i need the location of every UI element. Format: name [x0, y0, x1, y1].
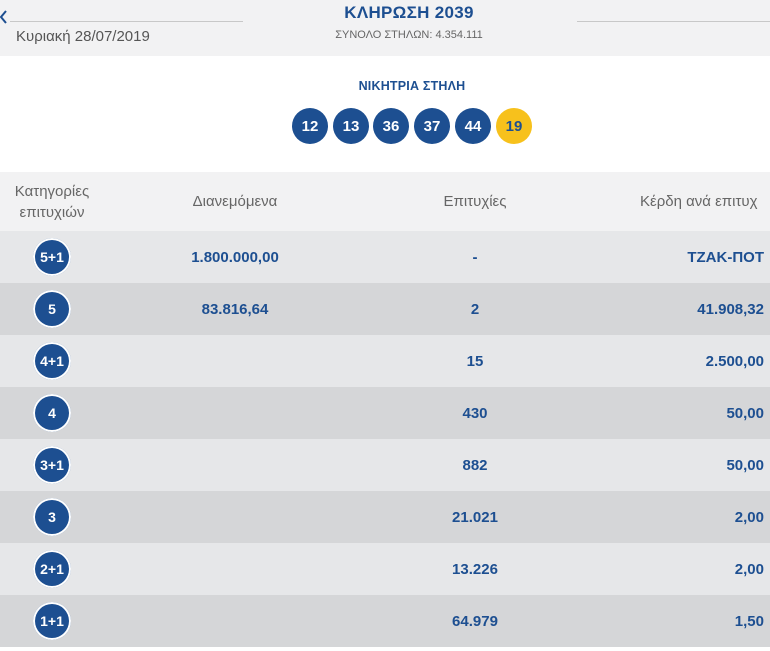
- category-badge: 4+1: [33, 342, 71, 380]
- header-winners: Επιτυχίες: [443, 193, 507, 210]
- winners-cell: 21.021: [452, 508, 498, 526]
- prize-cell: 1,50: [734, 612, 764, 630]
- header-divider-left: [10, 21, 243, 22]
- category-badge: 5+1: [33, 238, 71, 276]
- prize-cell: 50,00: [726, 456, 764, 474]
- prize-cell: 2,00: [734, 508, 764, 526]
- table-row: 5 83.816,64 2 41.908,32: [0, 283, 770, 335]
- winners-cell: 13.226: [452, 560, 498, 578]
- draw-date: Κυριακή 28/07/2019: [16, 28, 150, 45]
- category-badge: 3: [33, 498, 71, 536]
- winning-number-ball: 12: [292, 108, 328, 144]
- draw-header: Κυριακή 28/07/2019 ΚΛΗΡΩΣΗ 2039 ΣΥΝΟΛΟ Σ…: [0, 0, 770, 56]
- table-row: 4 430 50,00: [0, 387, 770, 439]
- prize-cell: ΤΖΑΚ-ΠΟΤ: [687, 248, 764, 266]
- winning-column-label: ΝΙΚΗΤΡΙΑ ΣΤΗΛΗ: [358, 79, 466, 93]
- prize-cell: 41.908,32: [697, 300, 764, 318]
- winning-number-ball: 36: [373, 108, 409, 144]
- table-row: 1+1 64.979 1,50: [0, 595, 770, 647]
- draw-title: ΚΛΗΡΩΣΗ 2039: [344, 3, 474, 22]
- distributed-cell: [165, 335, 305, 387]
- category-badge: 1+1: [33, 602, 71, 640]
- winners-cell: 2: [470, 300, 480, 318]
- joker-number-ball: 19: [496, 108, 532, 144]
- header-category: Κατηγορίες επιτυχιών: [14, 182, 90, 221]
- table-row: 3 21.021 2,00: [0, 491, 770, 543]
- prize-cell: 2,00: [734, 560, 764, 578]
- table-row: 5+1 1.800.000,00 - ΤΖΑΚ-ΠΟΤ: [0, 231, 770, 283]
- header-divider-right: [577, 21, 770, 22]
- winners-cell: 15: [466, 352, 484, 370]
- header-prize: Κέρδη ανά επιτυχ: [640, 193, 758, 210]
- category-badge: 5: [33, 290, 71, 328]
- distributed-cell: 83.816,64: [201, 300, 269, 318]
- winners-cell: 430: [462, 404, 488, 422]
- total-columns: ΣΥΝΟΛΟ ΣΤΗΛΩΝ: 4.354.111: [335, 29, 483, 41]
- winning-number-ball: 44: [455, 108, 491, 144]
- distributed-cell: [165, 595, 305, 647]
- distributed-cell: [165, 439, 305, 491]
- chevron-left-icon[interactable]: [0, 8, 8, 26]
- prize-cell: 2.500,00: [705, 352, 764, 370]
- table-row: 3+1 882 50,00: [0, 439, 770, 491]
- category-badge: 4: [33, 394, 71, 432]
- winners-cell: -: [472, 248, 478, 266]
- prize-cell: 50,00: [726, 404, 764, 422]
- header-distributed: Διανεμόμενα: [192, 193, 278, 210]
- table-row: 4+1 15 2.500,00: [0, 335, 770, 387]
- distributed-cell: [165, 387, 305, 439]
- winners-cell: 882: [462, 456, 488, 474]
- winners-cell: 64.979: [452, 612, 498, 630]
- distributed-cell: [165, 543, 305, 595]
- table-row: 2+1 13.226 2,00: [0, 543, 770, 595]
- distributed-cell: [165, 491, 305, 543]
- category-badge: 3+1: [33, 446, 71, 484]
- winning-number-ball: 13: [333, 108, 369, 144]
- category-badge: 2+1: [33, 550, 71, 588]
- winning-number-ball: 37: [414, 108, 450, 144]
- results-table-header: Κατηγορίες επιτυχιών Διανεμόμενα Επιτυχί…: [0, 172, 770, 231]
- distributed-cell: 1.800.000,00: [191, 248, 279, 266]
